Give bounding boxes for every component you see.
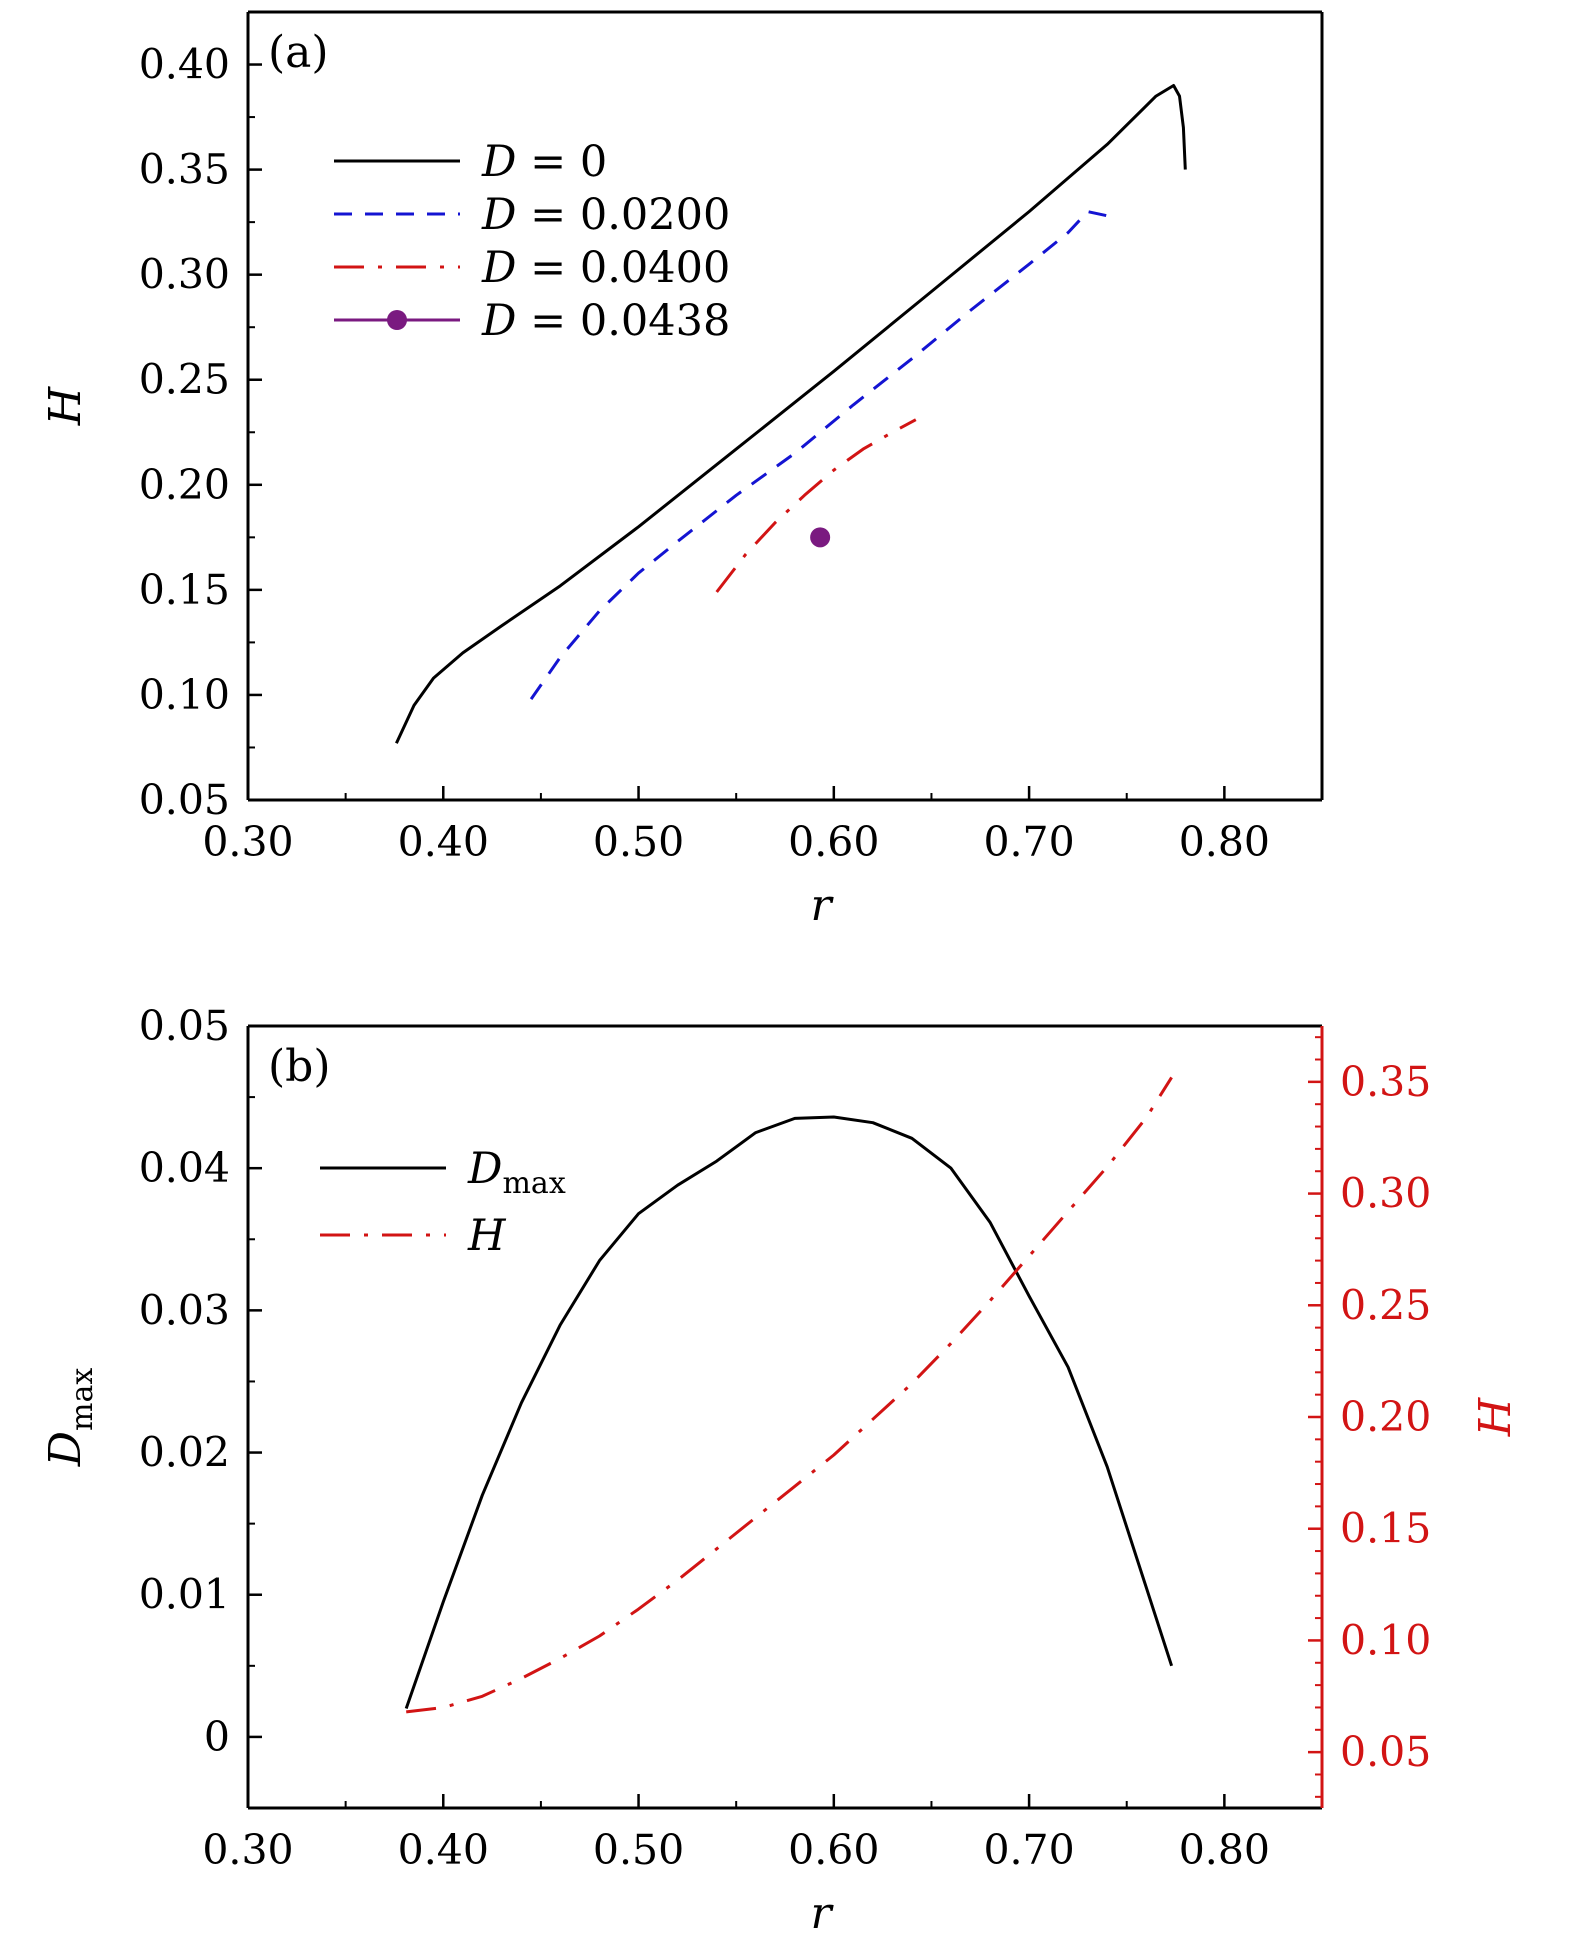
series-line bbox=[404, 1115, 1174, 1709]
y2-tick-label: 0.15 bbox=[1340, 1505, 1431, 1553]
x-tick-label: 0.70 bbox=[983, 818, 1074, 866]
y-tick-label: 0.20 bbox=[139, 461, 230, 509]
y-tick-label: 0.03 bbox=[139, 1286, 230, 1334]
x-tick-label: 0.50 bbox=[593, 1826, 684, 1874]
y2-tick-label: 0.10 bbox=[1340, 1616, 1431, 1664]
panel-label: (b) bbox=[268, 1041, 331, 1092]
y-tick-label: 0.01 bbox=[139, 1571, 230, 1619]
y-tick-label: 0 bbox=[204, 1713, 230, 1761]
y-tick-label: 0.02 bbox=[139, 1429, 230, 1477]
y2-tick-label: 0.20 bbox=[1340, 1393, 1431, 1441]
y-tick-label: 0.25 bbox=[139, 356, 230, 404]
panel-b: 0.30 0.40 0.50 0.60 0.70 0.80 0 0.01 0.02 0.03 0.0… bbox=[40, 1002, 1521, 1939]
legend-label: D = 0.0200 bbox=[481, 190, 730, 240]
y-tick-label: 0.05 bbox=[139, 1002, 230, 1050]
series-line bbox=[715, 418, 917, 593]
x-axis-title: r bbox=[810, 1888, 834, 1939]
y2-axis-title: H bbox=[1470, 1396, 1521, 1437]
x-tick-label: 0.80 bbox=[1179, 1826, 1270, 1874]
y2-tick-label: 0.35 bbox=[1340, 1058, 1431, 1106]
x-tick-label: 0.30 bbox=[202, 1826, 293, 1874]
legend-label: D = 0.0400 bbox=[481, 243, 730, 293]
x-tick-label: 0.40 bbox=[398, 1826, 489, 1874]
panel-label: (a) bbox=[268, 27, 329, 78]
y-tick-label: 0.10 bbox=[139, 671, 230, 719]
legend-marker bbox=[387, 310, 407, 330]
x-tick-label: 0.40 bbox=[398, 818, 489, 866]
data-point bbox=[810, 527, 831, 548]
y-axis-title: Dmax bbox=[40, 1368, 100, 1468]
legend-label: Dmax bbox=[467, 1144, 566, 1201]
x-tick-label: 0.60 bbox=[788, 818, 879, 866]
panel-a: 0.30 0.40 0.50 0.60 0.70 0.80 0.05 0.10 0.15 0.20… bbox=[40, 10, 1324, 931]
y-tick-label: 0.35 bbox=[139, 146, 230, 194]
legend-label: D = 0 bbox=[481, 137, 607, 187]
legend-label: H bbox=[467, 1211, 507, 1261]
y-tick-label: 0.04 bbox=[139, 1144, 230, 1192]
y-tick-label: 0.15 bbox=[139, 566, 230, 614]
x-tick-label: 0.50 bbox=[593, 818, 684, 866]
series-line bbox=[395, 84, 1187, 744]
y2-tick-label: 0.05 bbox=[1340, 1728, 1431, 1776]
x-tick-label: 0.60 bbox=[788, 1826, 879, 1874]
x-tick-label: 0.70 bbox=[983, 1826, 1074, 1874]
y2-tick-label: 0.25 bbox=[1340, 1281, 1431, 1329]
y-axis-title: H bbox=[40, 385, 91, 426]
y-tick-label: 0.30 bbox=[139, 251, 230, 299]
series-line bbox=[406, 1076, 1173, 1714]
x-axis-title: r bbox=[810, 880, 834, 931]
x-tick-label: 0.30 bbox=[202, 818, 293, 866]
y-tick-label: 0.05 bbox=[139, 776, 230, 824]
x-tick-label: 0.80 bbox=[1179, 818, 1270, 866]
y-tick-label: 0.40 bbox=[139, 41, 230, 89]
y2-tick-label: 0.30 bbox=[1340, 1170, 1431, 1218]
legend-label: D = 0.0438 bbox=[481, 296, 730, 346]
